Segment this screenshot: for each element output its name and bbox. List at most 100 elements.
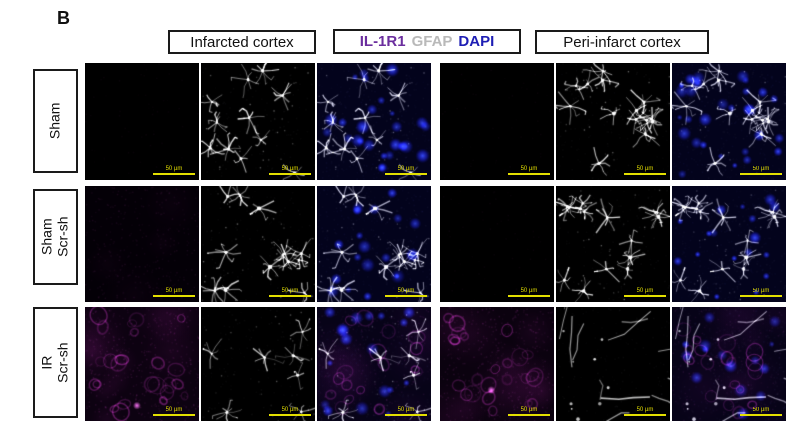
scale-bar: 50 µm <box>508 165 550 175</box>
column-header-peri-infarct-cortex: Peri-infarct cortex <box>535 30 709 54</box>
micrograph-image <box>440 186 554 302</box>
micrograph-image <box>672 307 786 421</box>
micrograph-cell-il-1r1: 50 µm <box>85 307 199 421</box>
scale-bar-line <box>385 172 427 175</box>
scale-bar-line <box>153 172 195 175</box>
scale-bar: 50 µm <box>385 406 427 416</box>
scale-bar-line <box>740 413 782 416</box>
scale-bar: 50 µm <box>624 406 666 416</box>
micrograph-cell-merge: 50 µm <box>672 186 786 302</box>
scale-bar-label: 50 µm <box>397 287 415 294</box>
micrograph-cell-gfap: 50 µm <box>201 186 315 302</box>
scale-bar: 50 µm <box>385 165 427 175</box>
scale-bar: 50 µm <box>385 287 427 297</box>
row-label-sham-scr-line2: Scr-sh <box>54 216 71 258</box>
micrograph-image <box>85 186 199 302</box>
channel-label-dapi: DAPI <box>458 33 495 50</box>
micrograph-cell-il-1r1: 50 µm <box>440 307 554 421</box>
micrograph-cell-il-1r1: 50 µm <box>440 186 554 302</box>
channel-label-gfap: GFAP <box>411 33 453 50</box>
micrograph-cell-merge: 50 µm <box>672 307 786 421</box>
scale-bar-line <box>508 413 550 416</box>
scale-bar-label: 50 µm <box>281 406 299 413</box>
scale-bar-line <box>269 413 311 416</box>
scale-bar-label: 50 µm <box>281 287 299 294</box>
panel-label: B <box>57 8 70 28</box>
column-header-infarcted-cortex: Infarcted cortex <box>168 30 316 54</box>
micrograph-image <box>201 307 315 421</box>
scale-bar-line <box>740 172 782 175</box>
scale-bar-label: 50 µm <box>636 406 654 413</box>
scale-bar-label: 50 µm <box>636 165 654 172</box>
micrograph-image <box>201 186 315 302</box>
micrograph-cell-merge: 50 µm <box>317 63 431 180</box>
micrograph-image <box>672 186 786 302</box>
micrograph-cell-merge: 50 µm <box>317 307 431 421</box>
micrograph-image <box>317 186 431 302</box>
scale-bar-label: 50 µm <box>752 406 770 413</box>
scale-bar: 50 µm <box>269 287 311 297</box>
micrograph-image <box>201 63 315 180</box>
scale-bar: 50 µm <box>153 165 195 175</box>
micrograph-image <box>440 307 554 421</box>
scale-bar-line <box>269 172 311 175</box>
scale-bar-label: 50 µm <box>752 287 770 294</box>
scale-bar-label: 50 µm <box>281 165 299 172</box>
scale-bar-label: 50 µm <box>397 165 415 172</box>
scale-bar: 50 µm <box>624 165 666 175</box>
scale-bar: 50 µm <box>508 406 550 416</box>
scale-bar-line <box>624 172 666 175</box>
micrograph-cell-gfap: 50 µm <box>201 63 315 180</box>
scale-bar-line <box>624 413 666 416</box>
scale-bar: 50 µm <box>740 406 782 416</box>
scale-bar: 50 µm <box>508 287 550 297</box>
micrograph-image <box>317 63 431 180</box>
scale-bar-label: 50 µm <box>636 287 654 294</box>
row-label-sham-scr-line1: Sham <box>38 218 55 256</box>
micrograph-cell-gfap: 50 µm <box>556 186 670 302</box>
micrograph-image <box>556 307 670 421</box>
micrograph-cell-il-1r1: 50 µm <box>85 186 199 302</box>
scale-bar: 50 µm <box>153 406 195 416</box>
scale-bar: 50 µm <box>740 165 782 175</box>
scale-bar: 50 µm <box>269 165 311 175</box>
micrograph-image <box>85 63 199 180</box>
scale-bar-line <box>153 294 195 297</box>
row-label-sham-text: Sham <box>46 102 63 140</box>
scale-bar-line <box>740 294 782 297</box>
scale-bar-label: 50 µm <box>520 406 538 413</box>
scale-bar-label: 50 µm <box>520 287 538 294</box>
scale-bar-label: 50 µm <box>165 287 183 294</box>
scale-bar-label: 50 µm <box>165 406 183 413</box>
row-label-ir-scr-line2: Scr-sh <box>54 342 71 383</box>
micrograph-image <box>317 307 431 421</box>
row-label-ir-scr-sh: IR Scr-sh <box>33 307 78 418</box>
scale-bar-line <box>508 172 550 175</box>
scale-bar-label: 50 µm <box>520 165 538 172</box>
micrograph-cell-gfap: 50 µm <box>556 63 670 180</box>
column-header-channels: IL-1R1 GFAP DAPI <box>333 29 521 54</box>
channel-label-il1r1: IL-1R1 <box>359 33 406 50</box>
micrograph-image <box>672 63 786 180</box>
micrograph-cell-merge: 50 µm <box>317 186 431 302</box>
micrograph-cell-gfap: 50 µm <box>201 307 315 421</box>
scale-bar-label: 50 µm <box>752 165 770 172</box>
row-label-ir-scr-line1: IR <box>38 355 55 370</box>
scale-bar-label: 50 µm <box>165 165 183 172</box>
scale-bar-line <box>153 413 195 416</box>
scale-bar: 50 µm <box>740 287 782 297</box>
scale-bar: 50 µm <box>153 287 195 297</box>
scale-bar-line <box>624 294 666 297</box>
scale-bar: 50 µm <box>624 287 666 297</box>
micrograph-cell-il-1r1: 50 µm <box>85 63 199 180</box>
row-label-sham: Sham <box>33 69 78 173</box>
micrograph-image <box>440 63 554 180</box>
micrograph-image <box>556 186 670 302</box>
micrograph-image <box>556 63 670 180</box>
scale-bar-line <box>385 413 427 416</box>
micrograph-cell-il-1r1: 50 µm <box>440 63 554 180</box>
scale-bar: 50 µm <box>269 406 311 416</box>
scale-bar-label: 50 µm <box>397 406 415 413</box>
micrograph-image <box>85 307 199 421</box>
